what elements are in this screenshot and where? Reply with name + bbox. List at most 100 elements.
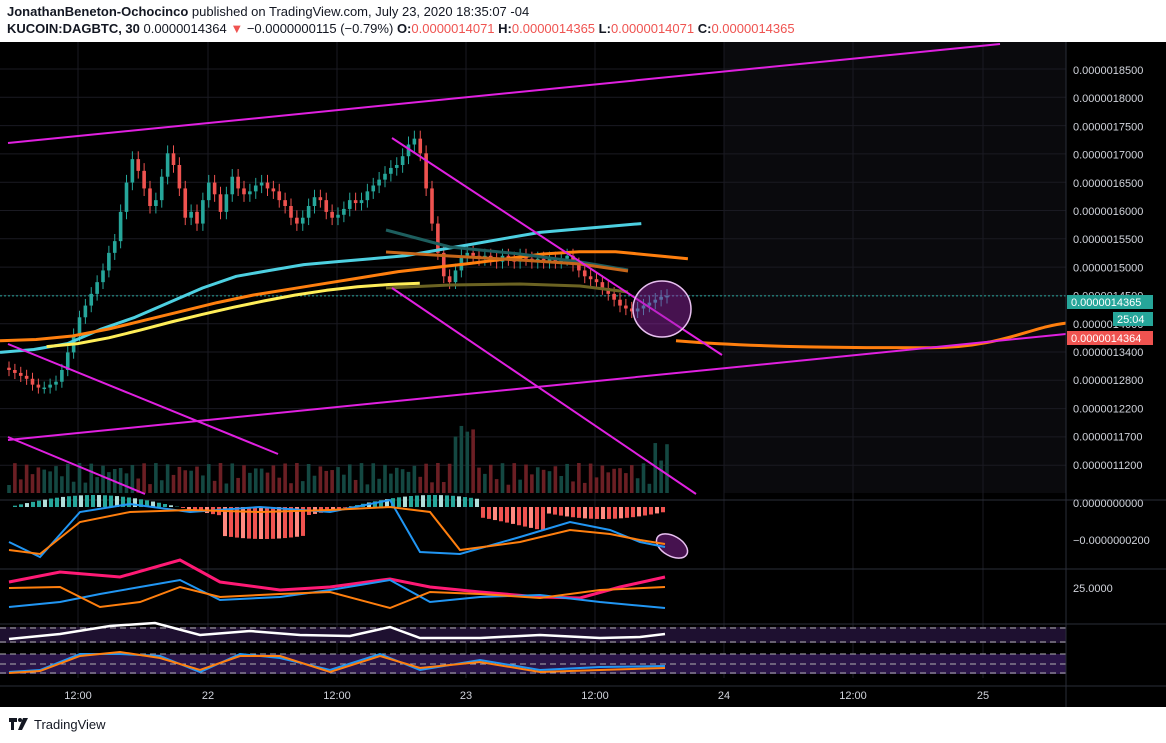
time-tick: 23 <box>460 690 472 702</box>
volume-bar <box>71 481 76 493</box>
macd-bar <box>187 507 191 510</box>
time-tick: 24 <box>718 690 730 702</box>
rsi-line <box>8 621 666 641</box>
price-tick: 0.0000016000 <box>1073 206 1143 218</box>
macd-bar <box>601 507 605 519</box>
volume-bar <box>665 444 669 493</box>
candle-body <box>277 191 282 201</box>
candle-body <box>36 384 41 388</box>
macd-tick: 0.0000000000 <box>1073 498 1143 510</box>
volume-bar <box>624 473 628 493</box>
ema-ema_mid <box>0 250 689 343</box>
candle-body <box>189 211 193 218</box>
candle-body <box>124 182 129 212</box>
last-price-tag <box>1067 295 1153 309</box>
volume-bar <box>436 463 440 493</box>
chart-svg[interactable]: 0.0000018500 0.0000018000 0.0000017500 0.00… <box>0 42 1166 707</box>
volume-bar <box>265 472 270 493</box>
macd-bar <box>649 507 653 515</box>
trendline <box>7 43 1001 144</box>
candle-body <box>594 279 599 283</box>
volume-bar <box>629 465 634 493</box>
volume-bar <box>300 481 305 493</box>
volume-bar <box>524 464 528 493</box>
symbol-label[interactable]: KUCOIN:DAGBTC, 30 <box>7 21 140 36</box>
macd-bar <box>295 507 299 537</box>
volume-bar <box>512 463 517 493</box>
tradingview-brand[interactable]: TradingView <box>34 717 106 732</box>
macd-bar <box>127 497 131 507</box>
volume-bar <box>289 483 293 493</box>
volume-bar <box>641 463 646 493</box>
volume-bar <box>248 472 252 493</box>
macd-bar <box>283 507 287 539</box>
tradingview-logo-icon[interactable] <box>8 716 30 732</box>
candle-body <box>295 217 299 224</box>
volume-bar <box>159 480 164 493</box>
volume-bar <box>283 463 287 493</box>
volume-bar <box>107 472 111 493</box>
price-tick: 0.0000011200 <box>1073 460 1143 472</box>
macd-bar <box>445 495 449 507</box>
macd-bar <box>469 497 473 507</box>
high-value: 0.0000014365 <box>511 21 596 36</box>
volume-bar <box>218 463 223 493</box>
macd-bar <box>181 507 185 508</box>
publisher-name[interactable]: JonathanBeneton-Ochocinco <box>7 4 189 19</box>
volume-bar <box>530 474 534 493</box>
volume-bar <box>571 481 575 493</box>
macd-bar <box>535 507 539 530</box>
volume-bar <box>559 476 564 493</box>
volume-bar <box>541 469 546 493</box>
candle-body <box>371 185 376 192</box>
candle-body <box>653 299 658 303</box>
volume-bar <box>577 463 581 493</box>
projection-curve <box>675 321 1067 350</box>
chart-header: JonathanBeneton-Ochocinco published on T… <box>0 0 1166 42</box>
macd-bar <box>145 500 149 507</box>
volume-bar <box>318 466 323 493</box>
volume-bar <box>142 463 146 493</box>
candle-body <box>659 296 663 300</box>
volume-bar <box>647 483 652 493</box>
candle-body <box>565 255 569 259</box>
macd-signal <box>8 505 666 556</box>
price-change: −0.0000000115 (−0.79%) <box>246 21 394 36</box>
indicator-panes <box>0 495 1166 687</box>
volume-bar <box>653 443 658 493</box>
macd-bar <box>505 507 509 523</box>
candle-body <box>347 200 352 209</box>
trendline-drawings[interactable] <box>7 43 1067 563</box>
volume-bar <box>65 463 70 493</box>
price-tick: 0.0000015000 <box>1073 262 1143 274</box>
macd-bar <box>25 503 29 507</box>
candle-body <box>154 200 158 206</box>
candle-body <box>300 217 305 224</box>
chart-area[interactable]: 0.0000018500 0.0000018000 0.0000017500 0.00… <box>0 42 1166 707</box>
time-axis[interactable]: 12:00 22 12:00 23 12:00 24 12:00 25 <box>64 690 989 702</box>
macd-bar <box>397 497 401 507</box>
volume-bar <box>236 477 240 493</box>
candle-body <box>218 194 223 212</box>
macd-bar <box>229 507 233 537</box>
price-tick: 0.0000012800 <box>1073 375 1143 387</box>
candle-body <box>142 170 146 189</box>
candle-body <box>48 384 52 388</box>
macd-bar <box>457 496 461 507</box>
candle-body <box>453 270 458 283</box>
volume-bar <box>418 476 423 493</box>
trendline <box>7 343 279 455</box>
candle-body <box>424 153 428 189</box>
volume-bar <box>30 474 35 493</box>
macd-bar <box>451 495 455 507</box>
price-axis[interactable]: 0.0000018500 0.0000018000 0.0000017500 0.00… <box>1065 42 1150 707</box>
macd-bar <box>463 497 467 507</box>
prev-price-tag <box>1067 331 1153 345</box>
macd-bar <box>577 507 581 518</box>
candle-body <box>60 370 64 382</box>
macd-bar <box>67 496 71 507</box>
price-tick: 0.0000016500 <box>1073 178 1143 190</box>
candle-body <box>635 308 640 312</box>
ema-ema_slow <box>46 281 420 349</box>
candle-body <box>430 188 434 224</box>
